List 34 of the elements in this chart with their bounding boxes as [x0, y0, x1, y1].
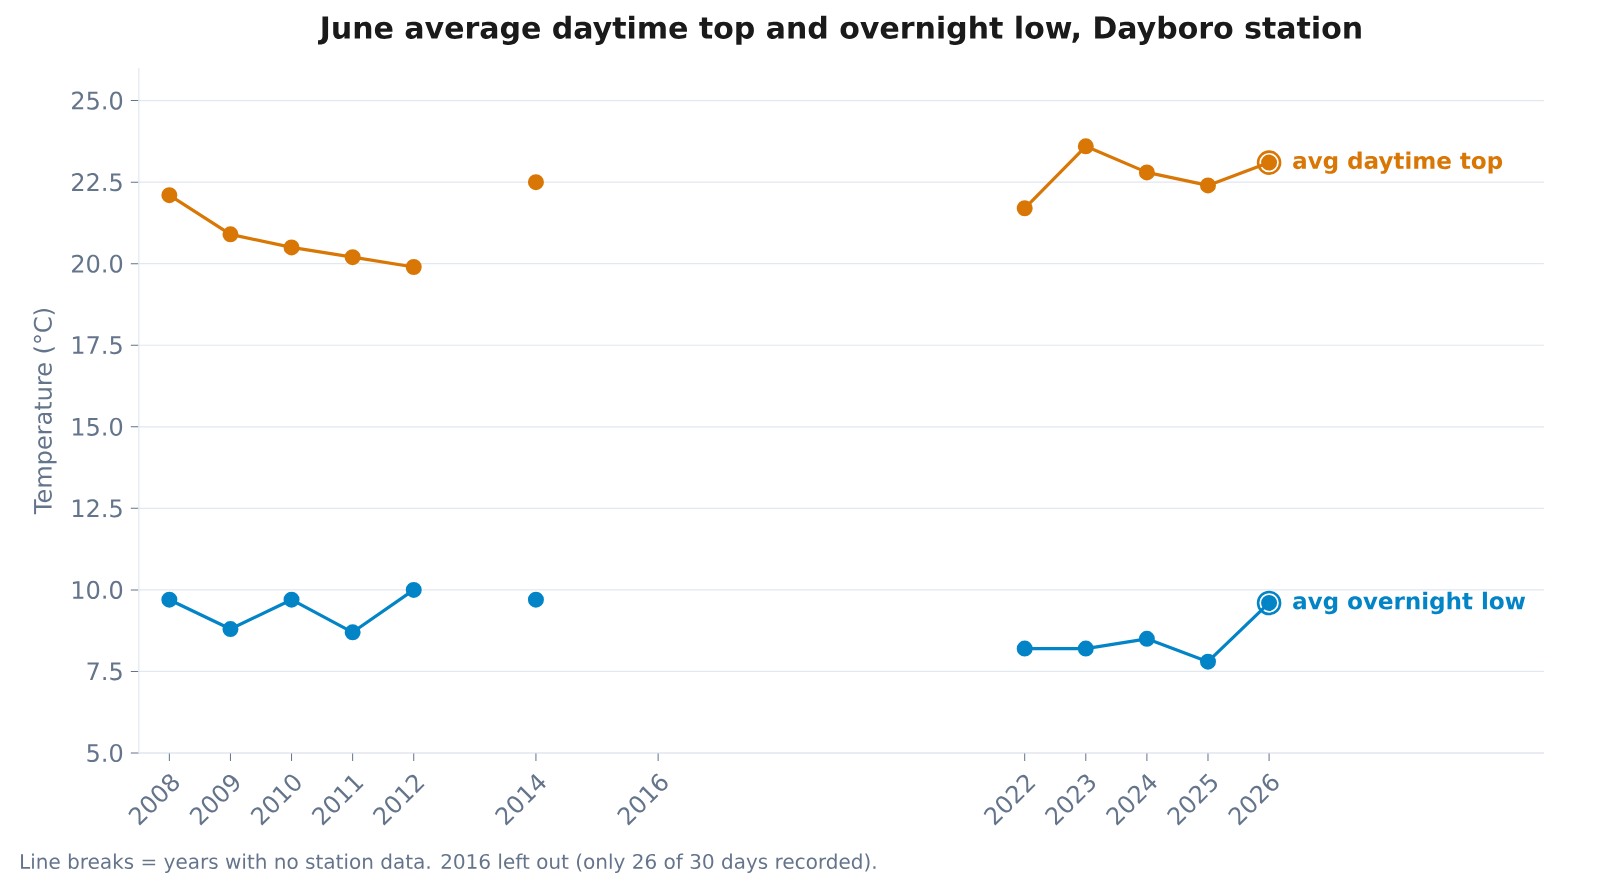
- y-axis-title: Temperature (°C): [33, 309, 57, 515]
- point: [1199, 653, 1216, 670]
- point: [344, 249, 361, 266]
- point: [1016, 200, 1033, 217]
- y-tick-label: 22.5: [72, 173, 122, 192]
- legend-label: avg daytime top: [1293, 151, 1503, 174]
- point: [1077, 640, 1094, 657]
- point: [527, 591, 544, 608]
- y-tick-label: 15.0: [72, 417, 123, 436]
- point: [161, 187, 178, 204]
- y-tick-label: 7.5: [87, 662, 122, 681]
- point: [405, 581, 422, 598]
- point: [222, 621, 239, 638]
- point: [1199, 177, 1216, 194]
- y-tick-label: 17.5: [72, 336, 122, 355]
- point: [283, 239, 300, 256]
- point: [1077, 138, 1094, 155]
- chart-title: June average daytime top and overnight low, Dayboro station: [318, 15, 1361, 45]
- point: [405, 258, 422, 275]
- y-tick-label: 25.0: [72, 91, 123, 110]
- point: [222, 226, 239, 243]
- point: [1138, 164, 1155, 181]
- y-tick-label: 5.0: [87, 743, 123, 763]
- point: [1016, 640, 1033, 657]
- y-tick-label: 12.5: [72, 499, 122, 518]
- point: [1138, 630, 1155, 647]
- legend-label: avg overnight low: [1293, 591, 1526, 615]
- point: [344, 624, 361, 641]
- text: Line breaks = years with no station data. 2016 left out (only 26 of 30 days recorded).: [21, 853, 876, 873]
- point: [283, 591, 300, 608]
- point: [527, 174, 544, 191]
- y-tick-label: 10.0: [72, 580, 123, 599]
- point: [161, 591, 178, 608]
- y-tick-label: 20.0: [72, 254, 123, 273]
